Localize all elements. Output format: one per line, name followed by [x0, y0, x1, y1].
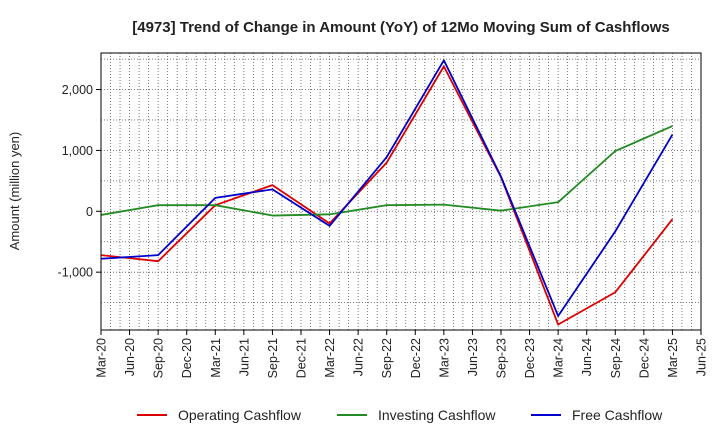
- y-tick-label: 0: [86, 205, 93, 219]
- x-tick-label: Jun-23: [466, 338, 480, 376]
- legend-label-investing-cashflow: Investing Cashflow: [378, 407, 496, 423]
- x-tick-label: Mar-25: [666, 338, 680, 378]
- legend-label-free-cashflow: Free Cashflow: [572, 407, 663, 423]
- x-tick-label: Mar-23: [437, 338, 451, 378]
- x-tick-label: Dec-21: [295, 338, 309, 378]
- x-tick-label: Sep-23: [495, 338, 509, 378]
- x-tick-label: Sep-21: [266, 338, 280, 378]
- legend-label-operating-cashflow: Operating Cashflow: [178, 407, 302, 423]
- x-tick-label: Jun-22: [352, 338, 366, 376]
- series-lines: [100, 59, 674, 326]
- x-tick-label: Dec-22: [409, 338, 423, 378]
- y-tick-label: 2,000: [62, 83, 93, 97]
- y-tick-label: -1,000: [58, 266, 93, 280]
- x-tick-label: Jun-24: [580, 338, 594, 376]
- x-tick-label: Sep-22: [380, 338, 394, 378]
- x-tick-label: Mar-21: [209, 338, 223, 378]
- x-tick-label: Jun-20: [123, 338, 137, 376]
- grid: [101, 53, 701, 330]
- x-tick-label: Mar-24: [552, 338, 566, 378]
- series-line-investing-cashflow: [100, 125, 673, 217]
- legend: Operating Cashflow Investing Cashflow Free…: [137, 407, 663, 423]
- chart-title: [4973] Trend of Change in Amount (YoY) o…: [132, 19, 670, 36]
- y-axis-ticks: -1,000 0 1,000 2,000: [58, 83, 101, 280]
- series-line-operating-cashflow: [100, 65, 674, 326]
- x-tick-label: Dec-23: [523, 338, 537, 378]
- x-tick-label: Jun-21: [237, 338, 251, 376]
- x-tick-label: Sep-24: [609, 338, 623, 378]
- y-tick-label: 1,000: [62, 144, 93, 158]
- series-line-free-cashflow: [100, 59, 674, 317]
- x-tick-label: Mar-22: [323, 338, 337, 378]
- x-tick-label: Sep-20: [152, 338, 166, 378]
- y-axis-label: Amount (million yen): [7, 132, 22, 251]
- x-tick-label: Jun-25: [695, 338, 709, 376]
- plot-frame: [100, 52, 702, 331]
- x-tick-label: Dec-20: [180, 338, 194, 378]
- x-tick-label: Dec-24: [637, 338, 651, 378]
- x-tick-label: Mar-20: [95, 338, 109, 378]
- x-axis-ticks: Mar-20 Jun-20 Sep-20 Dec-20 Mar-21 Jun-21 Sep-…: [95, 330, 709, 378]
